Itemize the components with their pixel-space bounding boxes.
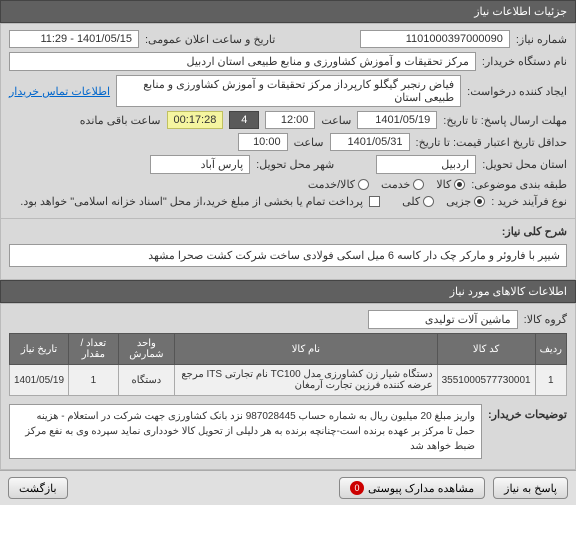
buyer-value: مرکز تحقیقات و آموزش کشاورزی و منابع طبی… [9, 52, 476, 71]
radio-icon [454, 179, 465, 190]
table-row: 1 3551000577730001 دستگاه شیار زن کشاورز… [10, 365, 567, 396]
radio-service[interactable]: خدمت [381, 178, 424, 191]
deadline-time: 12:00 [265, 111, 315, 129]
radio-partial[interactable]: جزیی [446, 195, 485, 208]
radio-label: خدمت [381, 178, 410, 191]
reply-button[interactable]: پاسخ به نیاز [493, 477, 568, 499]
city-label: شهر محل تحویل: [256, 158, 334, 171]
radio-label: کالا [436, 178, 451, 191]
category-radio-group: کالا خدمت کالا/خدمت [308, 178, 465, 191]
time-label-2: ساعت [294, 136, 324, 149]
table-header-row: ردیف کد کالا نام کالا واحد شمارش تعداد /… [10, 334, 567, 365]
cell-row: 1 [535, 365, 566, 396]
col-qty: تعداد / مقدار [69, 334, 119, 365]
radio-full[interactable]: کلی [402, 195, 434, 208]
city-value: پارس آباد [150, 155, 250, 174]
group-label: گروه کالا: [524, 313, 567, 326]
province-value: اردبیل [376, 155, 476, 174]
purchase-type-radio-group: جزیی کلی [402, 195, 485, 208]
radio-icon [358, 179, 369, 190]
button-label: بازگشت [19, 482, 57, 495]
buyer-note-label: توضیحات خریدار: [488, 404, 567, 421]
col-name: نام کالا [175, 334, 437, 365]
province-label: استان محل تحویل: [482, 158, 567, 171]
announce-value: 1401/05/15 - 11:29 [9, 30, 139, 48]
need-title-area: شرح کلی نیاز: شیپر با فاروئر و مارکر چک … [0, 219, 576, 280]
need-title-value: شیپر با فاروئر و مارکر چک دار کاسه 6 میل… [9, 244, 567, 267]
radio-label: جزیی [446, 195, 471, 208]
attachments-button[interactable]: مشاهده مدارک پیوستی 0 [339, 477, 485, 499]
cell-name: دستگاه شیار زن کشاورزی مدل TC100 نام تجا… [175, 365, 437, 396]
radio-goods-service[interactable]: کالا/خدمت [308, 178, 369, 191]
col-code: کد کالا [437, 334, 535, 365]
group-value: ماشین آلات تولیدی [368, 310, 518, 329]
button-label: مشاهده مدارک پیوستی [368, 482, 474, 495]
remain-label: ساعت باقی مانده [80, 114, 161, 127]
radio-label: کلی [402, 195, 420, 208]
col-row: ردیف [535, 334, 566, 365]
back-button[interactable]: بازگشت [8, 477, 68, 499]
validity-time: 10:00 [238, 133, 288, 151]
cell-code: 3551000577730001 [437, 365, 535, 396]
need-no-value: 1101000397000090 [360, 30, 510, 48]
announce-label: تاریخ و ساعت اعلان عمومی: [145, 33, 275, 46]
deadline-label: مهلت ارسال پاسخ: تا تاریخ: [443, 114, 567, 127]
purchase-type-label: نوع فرآیند خرید : [491, 195, 567, 208]
buyer-label: نام دستگاه خریدار: [482, 55, 567, 68]
radio-goods[interactable]: کالا [436, 178, 465, 191]
payment-checkbox[interactable] [369, 196, 380, 207]
cell-qty: 1 [69, 365, 119, 396]
button-label: پاسخ به نیاز [504, 482, 557, 495]
time-label-1: ساعت [321, 114, 351, 127]
radio-icon [423, 196, 434, 207]
footer-bar: پاسخ به نیاز مشاهده مدارک پیوستی 0 بازگش… [0, 470, 576, 505]
col-date: تاریخ نیاز [10, 334, 69, 365]
need-no-label: شماره نیاز: [516, 33, 567, 46]
remain-count: 4 [229, 111, 259, 129]
buyer-note-value: واریز مبلغ 20 میلیون ریال به شماره حساب … [9, 404, 482, 459]
category-label: طبقه بندی موضوعی: [471, 178, 567, 191]
payment-note: پرداخت تمام یا بخشی از مبلغ خرید،از محل … [20, 195, 363, 208]
attachment-count-badge: 0 [350, 481, 364, 495]
radio-label: کالا/خدمت [308, 178, 355, 191]
radio-icon [413, 179, 424, 190]
creator-value: فیاض رنجبر گیگلو کارپرداز مرکز تحقیقات و… [116, 75, 461, 107]
validity-date: 1401/05/31 [330, 133, 410, 151]
validity-label: حداقل تاریخ اعتبار قیمت: تا تاریخ: [416, 136, 567, 149]
form-area: شماره نیاز: 1101000397000090 تاریخ و ساع… [0, 23, 576, 219]
col-unit: واحد شمارش [118, 334, 175, 365]
goods-table: ردیف کد کالا نام کالا واحد شمارش تعداد /… [9, 333, 567, 396]
contact-link[interactable]: اطلاعات تماس خریدار [9, 85, 110, 98]
need-title-label: شرح کلی نیاز: [502, 225, 567, 238]
deadline-date: 1401/05/19 [357, 111, 437, 129]
goods-area: گروه کالا: ماشین آلات تولیدی ردیف کد کال… [0, 303, 576, 470]
cell-date: 1401/05/19 [10, 365, 69, 396]
cell-unit: دستگاه [118, 365, 175, 396]
creator-label: ایجاد کننده درخواست: [467, 85, 567, 98]
remain-timer: 00:17:28 [167, 111, 224, 129]
details-header: جزئیات اطلاعات نیاز [0, 0, 576, 23]
goods-header: اطلاعات کالاهای مورد نیاز [0, 280, 576, 303]
radio-icon [474, 196, 485, 207]
